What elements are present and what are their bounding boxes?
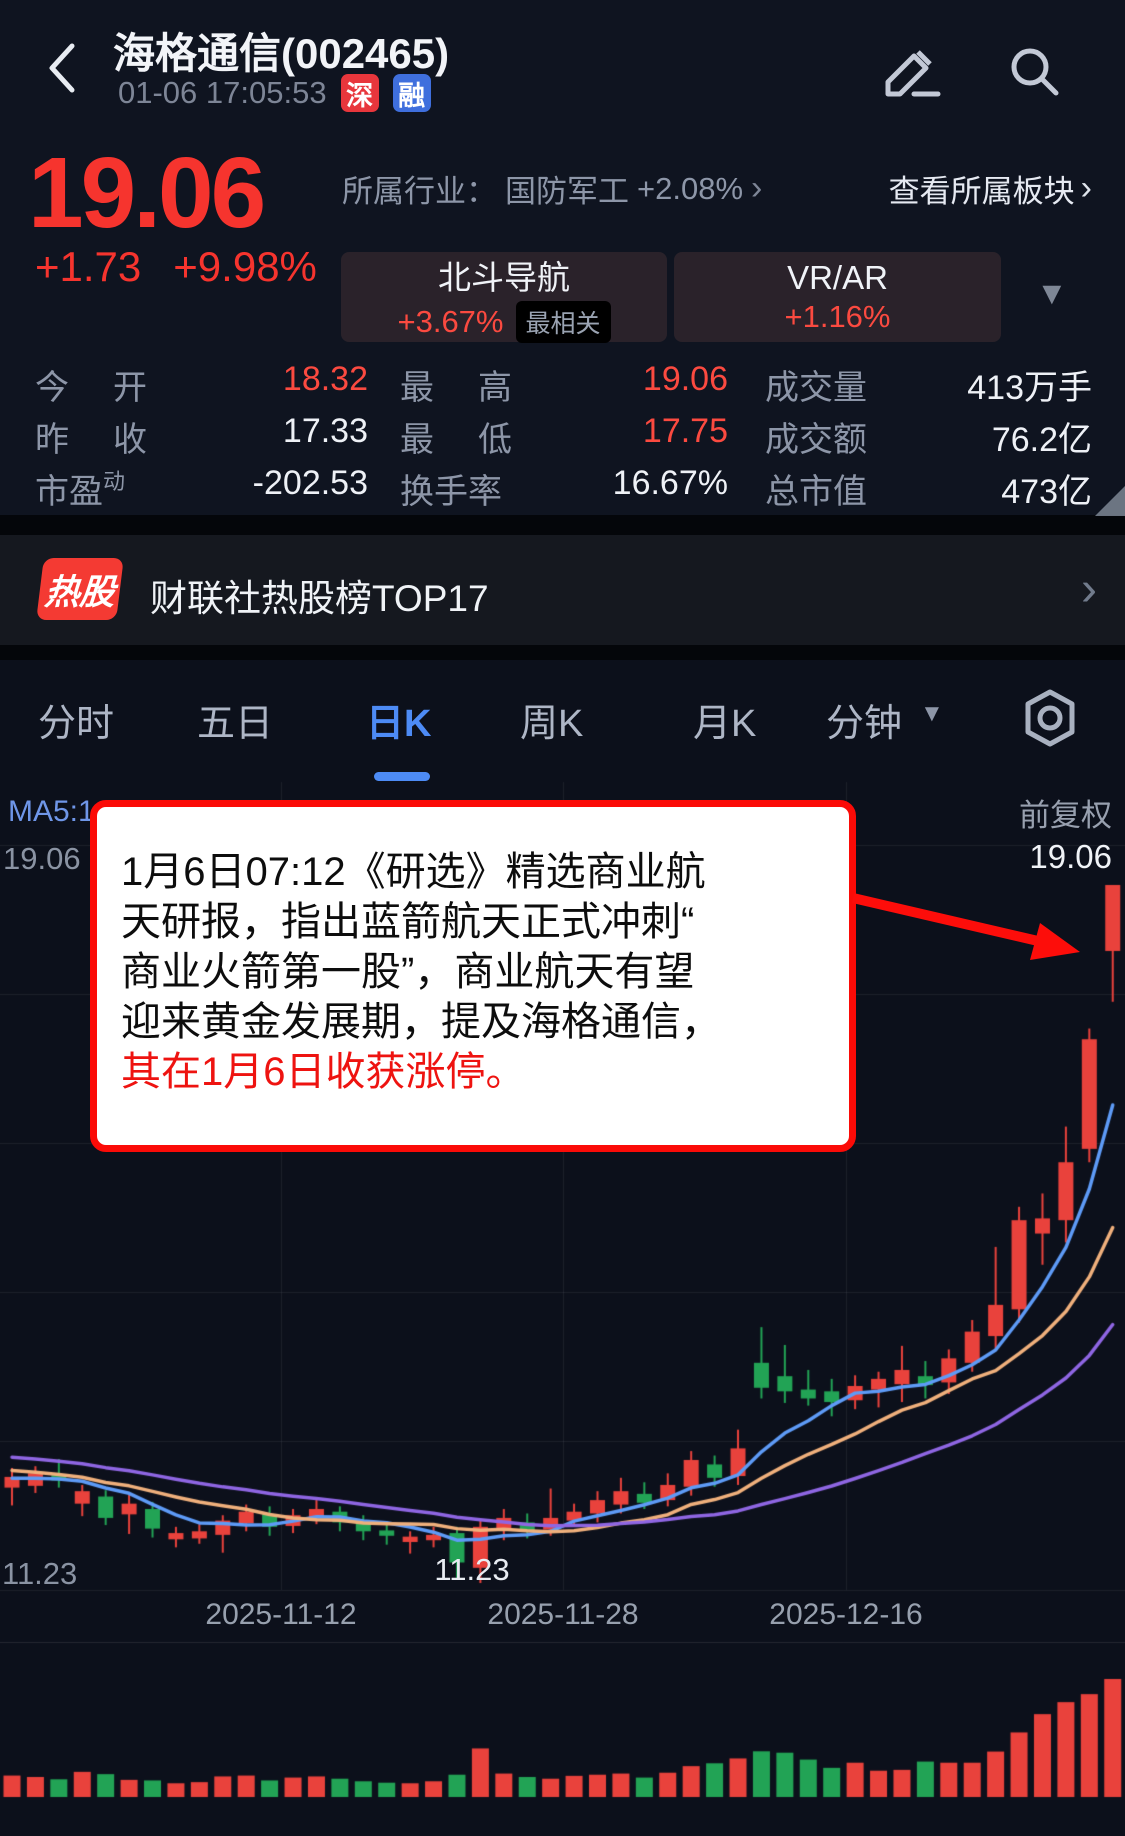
x-axis-date: 2025-11-28: [487, 1598, 639, 1631]
market-badge: 深: [340, 74, 379, 112]
sector-card-vrar[interactable]: VR/AR +1.16%: [674, 252, 1001, 342]
adjust-mode-label[interactable]: 前复权: [1019, 798, 1112, 833]
chevron-right-icon[interactable]: ›: [1081, 563, 1097, 616]
sector-change: +1.16%: [784, 299, 891, 334]
last-price: 19.06: [28, 137, 266, 249]
sector-card-beidou[interactable]: 北斗导航 +3.67% 最相关: [341, 252, 667, 343]
quote-timestamp: 01-06 17:05:53: [118, 75, 327, 110]
tab-five-day[interactable]: 五日: [197, 703, 274, 745]
quote-timestamp-row: 01-06 17:05:53 深 融: [118, 74, 431, 112]
view-sector-link[interactable]: 查看所属板块 ›: [889, 166, 1092, 211]
margin-badge: 融: [392, 74, 431, 112]
annotation-line: 天研报，指出蓝箭航天正式冲刺“: [121, 900, 695, 944]
chevron-down-icon[interactable]: ▼: [920, 700, 944, 727]
industry-change: +2.08%: [637, 170, 744, 206]
hot-stock-badge: 热股: [36, 558, 124, 620]
stat-market-cap: 总市值 473亿: [765, 473, 1092, 511]
stat-turnover-amount: 成交额 76.2亿: [765, 421, 1092, 459]
view-sector-label: 查看所属板块: [888, 174, 1075, 209]
high-price-label: 19.06: [1029, 838, 1112, 875]
hot-banner-text: 财联社热股榜TOP17: [150, 578, 489, 619]
tab-daily-k[interactable]: 日K: [366, 703, 432, 745]
annotation-line: 商业火箭第一股”，商业航天有望: [121, 950, 695, 994]
tab-minute-line[interactable]: 分时: [38, 703, 115, 745]
low-price-marker: 11.23: [434, 1552, 510, 1587]
ma5-label: MA5:1: [8, 795, 95, 828]
stat-open: 今开 18.32: [35, 360, 368, 407]
annotation-line: 1月6日07:12《研选》精选商业航: [121, 850, 706, 894]
stat-prev-close: 昨收 17.33: [35, 412, 368, 459]
x-axis-date: 2025-11-12: [205, 1598, 357, 1631]
stat-volume: 成交量 413万手: [765, 369, 1092, 407]
expand-corner-icon[interactable]: [1095, 486, 1125, 516]
news-annotation-box: 1月6日07:12《研选》精选商业航 天研报，指出蓝箭航天正式冲刺“ 商业火箭第…: [90, 800, 856, 1152]
chevron-right-icon: ›: [751, 169, 763, 207]
industry-link[interactable]: 所属行业： 国防军工 +2.08% ›: [342, 166, 762, 211]
most-related-tag: 最相关: [515, 301, 611, 343]
y-axis-max-label: 19.06: [3, 841, 81, 876]
sector-name: 北斗导航: [438, 259, 570, 296]
y-axis-min-label: 11.23: [2, 1556, 78, 1591]
stat-high: 最高 19.06: [400, 360, 728, 407]
sector-change: +3.67%: [397, 304, 504, 339]
stat-pe-ratio: 市盈动 -202.53: [35, 464, 368, 511]
annotation-highlight: 其在1月6日收获涨停。: [121, 1050, 526, 1094]
sector-name: VR/AR: [787, 259, 888, 296]
page-title: 海格通信(002465): [113, 30, 450, 77]
tab-minutes-dropdown[interactable]: 分钟: [826, 703, 903, 745]
price-change-pct: +9.98%: [173, 243, 317, 290]
price-change-row: +1.73 +9.98%: [35, 243, 317, 291]
stat-low: 最低 17.75: [400, 412, 728, 459]
indicator-settings-icon[interactable]: [1022, 688, 1078, 748]
tab-weekly-k[interactable]: 周K: [520, 703, 584, 745]
search-icon[interactable]: [1004, 42, 1064, 102]
chevron-down-icon[interactable]: ▼: [1036, 275, 1068, 311]
back-icon[interactable]: [44, 40, 80, 96]
tab-monthly-k[interactable]: 月K: [693, 703, 757, 745]
price-change: +1.73: [35, 243, 142, 290]
x-axis-date: 2025-12-16: [769, 1598, 923, 1631]
annotation-line: 迎来黄金发展期，提及海格通信，: [121, 1000, 721, 1044]
chevron-right-icon: ›: [1080, 169, 1092, 207]
edit-icon[interactable]: [880, 42, 944, 102]
industry-prefix: 所属行业：: [342, 174, 497, 209]
active-tab-underline: [374, 772, 430, 781]
industry-name: 国防军工: [505, 174, 629, 209]
stat-turnover-rate: 换手率 16.67%: [400, 464, 728, 511]
